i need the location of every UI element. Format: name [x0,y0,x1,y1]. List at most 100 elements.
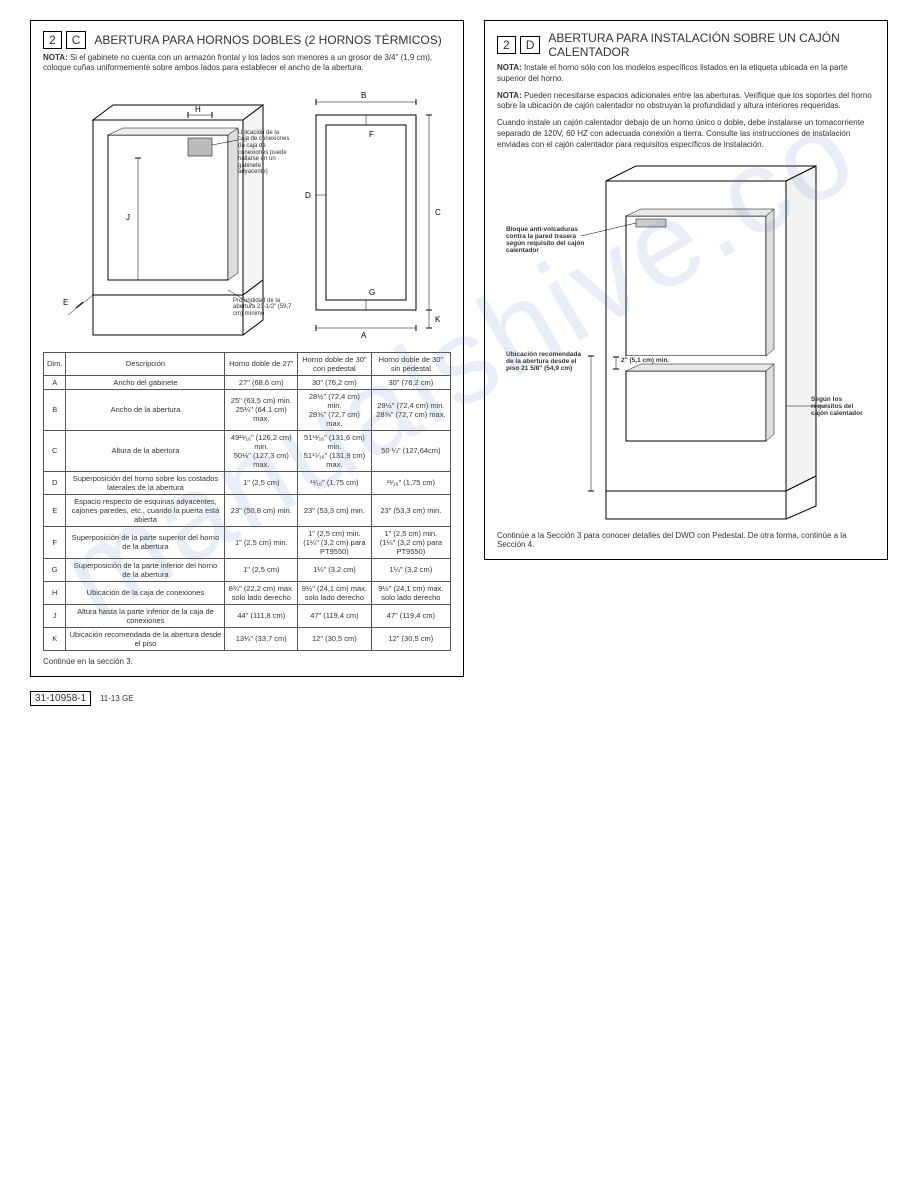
cell-value: ¹¹⁄₁₆" (1,75 cm) [298,471,372,494]
doc-footer: 31-10958-1 11-13 GE [30,691,464,706]
cell-dim: A [44,375,66,389]
continue-note-left: Continúe en la sección 3. [43,657,451,666]
cell-value: 27" (68,6 cm) [225,375,298,389]
table-row: DSuperposición del horno sobre los costa… [44,471,451,494]
cell-value: 1" (2,5 cm) [225,471,298,494]
cell-dim: B [44,389,66,430]
nota-2d-2: NOTA: Pueden necesitarse espacios adicio… [497,91,875,113]
cell-value: 23" (53,3 cm) min. [298,494,372,526]
cell-value: 1" (2,5 cm) min. (1¼" (3,2 cm) para PT95… [371,526,450,558]
dim-D: D [305,191,311,200]
anti-tip-label: Bloque anti-volcaduras contra la pared t… [506,226,586,255]
cell-value: 23" (53,3 cm) min. [371,494,450,526]
cell-dim: D [44,471,66,494]
cell-value: 12" (30,5 cm) [298,627,372,650]
table-row: CAltura de la abertura49¹¹⁄₁₆" (126,2 cm… [44,430,451,471]
cell-value: 50 ¼" (127,64cm) [371,430,450,471]
nota-prefix: NOTA: [43,53,68,62]
cell-value: 30" (76,2 cm) [298,375,372,389]
panel-2c: 2 C ABERTURA PARA HORNOS DOBLES (2 HORNO… [30,20,464,677]
dim-G: G [369,288,375,297]
cell-desc: Altura hasta la parte inferior de la caj… [66,604,225,627]
cell-value: 9½" (24,1 cm) max. solo lado derecho [371,581,450,604]
cell-dim: C [44,430,66,471]
cell-desc: Altura de la abertura [66,430,225,471]
cell-value: 1" (2,5 cm) [225,558,298,581]
dim-B: B [361,91,366,100]
cell-value: 12" (30,5 cm) [371,627,450,650]
dim-H: H [195,105,201,114]
dim-C: C [435,208,441,217]
cell-value: 30" (76,2 cm) [371,375,450,389]
table-row: KUbicación recomendada de la abertura de… [44,627,451,650]
cell-value: 28½" (72,4 cm) min. 28⅝" (72,7 cm) max. [298,389,372,430]
junction-box-note: Ubicación de la caja de conexiones (la c… [238,130,290,176]
cell-value: 8¾" (22,2 cm) max. solo lado derecho [225,581,298,604]
table-row: BAncho de la abertura25" (63,5 cm) min. … [44,389,451,430]
nota-2d-1: NOTA: Instale el horno sólo con los mode… [497,63,875,85]
cell-dim: J [44,604,66,627]
th-27: Horno doble de 27" [225,352,298,375]
th-30sin: Horno doble de 30" sin pedestal [371,352,450,375]
cell-desc: Espacio respecto de esquinas adyacentes,… [66,494,225,526]
th-30ped: Horno doble de 30" con pedestal [298,352,372,375]
cell-dim: H [44,581,66,604]
nota-text: Si el gabinete no cuenta con un armazón … [43,53,432,72]
cell-value: ¹¹⁄₁₆" (1,75 cm) [371,471,450,494]
cell-value: 1¼" (3,2 cm) [298,558,372,581]
cell-value: 9½" (24,1 cm) max. solo lado derecho [298,581,372,604]
cell-desc: Ubicación recomendada de la abertura des… [66,627,225,650]
cell-desc: Superposición de la parte superior del h… [66,526,225,558]
cell-value: 49¹¹⁄₁₆" (126,2 cm) min. 50⅛" (127,3 cm)… [225,430,298,471]
cell-value: 1¼" (3,2 cm) [371,558,450,581]
cell-dim: G [44,558,66,581]
table-row: GSuperposición de la parte inferior del … [44,558,451,581]
cell-value: 1" (2,5 cm) min. [225,526,298,558]
th-dim: Dim. [44,352,66,375]
diagram-cabinet-iso: H J E Ubicación de la caja de conexion [43,80,293,342]
cell-value: 44" (111,8 cm) [225,604,298,627]
nota-2d-3: Cuando instale un cajón calentador debaj… [497,118,875,150]
panel-2d: 2 D ABERTURA PARA INSTALACIÓN SOBRE UN C… [484,20,888,560]
dim-A: A [361,331,367,340]
th-desc: Descripción [66,352,225,375]
dim-K: K [435,315,441,324]
cell-desc: Superposición de la parte inferior del h… [66,558,225,581]
cell-desc: Superposición del horno sobre los costad… [66,471,225,494]
section-letter-box-2d: D [520,36,541,54]
section-num-box-2d: 2 [497,36,516,54]
table-row: EEspacio respecto de esquinas adyacentes… [44,494,451,526]
table-row: JAltura hasta la parte inferior de la ca… [44,604,451,627]
cell-desc: Ubicación de la caja de conexiones [66,581,225,604]
cell-value: 23" (50,8 cm) min. [225,494,298,526]
section-num-box: 2 [43,31,62,49]
section-header-2c: 2 C ABERTURA PARA HORNOS DOBLES (2 HORNO… [43,31,451,49]
dim-F: F [369,130,374,139]
min-gap-label: 2" (5,1 cm) min. [621,357,669,364]
section-header-2d: 2 D ABERTURA PARA INSTALACIÓN SOBRE UN C… [497,31,875,59]
cell-value: 51¹³⁄₁₆" (131,6 cm) min. 51¹⁵⁄₁₆" (131,9… [298,430,372,471]
cell-dim: K [44,627,66,650]
table-row: HUbicación de la caja de conexiones8¾" (… [44,581,451,604]
cell-dim: E [44,494,66,526]
doc-meta: 11-13 GE [100,694,134,703]
section-title-2d: ABERTURA PARA INSTALACIÓN SOBRE UN CAJÓN… [548,31,875,59]
nota-2c: NOTA: Si el gabinete no cuenta con un ar… [43,53,451,74]
table-row: AAncho del gabinete27" (68,6 cm)30" (76,… [44,375,451,389]
depth-note: Profundidad de la abertura 23-1/2" (59,7… [233,298,293,318]
cell-desc: Ancho de la abertura [66,389,225,430]
dim-J: J [126,213,130,222]
cell-dim: F [44,526,66,558]
cell-value: 28½" (72,4 cm) min. 28⅝" (72,7 cm) max. [371,389,450,430]
cell-value: 1" (2,5 cm) min. (1¼" (3,2 cm) para PT95… [298,526,372,558]
drawer-req-label: Según los requisitos del cajón calentado… [811,396,866,417]
cell-value: 47" (119,4 cm) [371,604,450,627]
section-letter-box: C [66,31,87,49]
continue-note-right: Continúe a la Sección 3 para conocer det… [497,531,875,549]
diagram-warming-drawer: Bloque anti-volcaduras contra la pared t… [506,161,866,521]
cell-value: 13¼" (33,7 cm) [225,627,298,650]
table-row: FSuperposición de la parte superior del … [44,526,451,558]
dim-E: E [63,298,68,307]
dimension-table: Dim. Descripción Horno doble de 27" Horn… [43,352,451,651]
cell-desc: Ancho del gabinete [66,375,225,389]
